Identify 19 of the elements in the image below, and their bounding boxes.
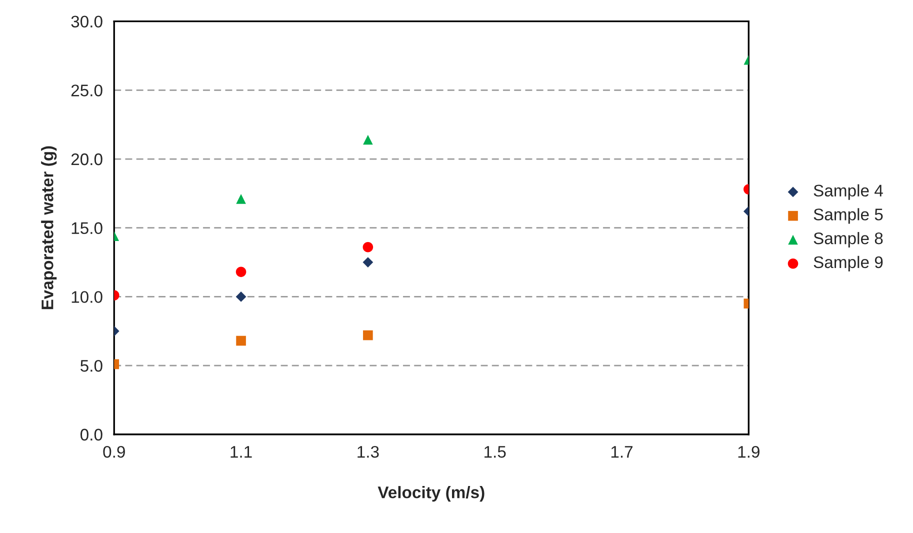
x-tick-label: 1.1 (230, 446, 252, 458)
x-tick-label: 1.5 (484, 446, 506, 458)
legend-label: Sample 5 (814, 208, 883, 224)
x-axis-title: Velocity (m/s) (378, 486, 484, 502)
y-tick-label: 10.0 (72, 291, 102, 303)
x-tick-label: 1.3 (358, 446, 379, 458)
y-tick-label: 25.0 (71, 84, 102, 96)
legend-label: Sample 8 (814, 232, 883, 248)
x-tick-label: 0.9 (103, 446, 125, 458)
legend-label: Sample 9 (814, 256, 883, 272)
legend-label: Sample 4 (814, 184, 883, 200)
x-tick-label: 1.9 (738, 446, 760, 458)
x-tick-label: 1.7 (611, 446, 632, 458)
y-tick-label: 30.0 (71, 16, 102, 28)
y-axis-title: Evaporated water (g) (41, 146, 57, 310)
y-tick-label: 20.0 (71, 153, 102, 166)
y-tick-label: 5.0 (80, 360, 102, 372)
y-tick-label: 0.0 (80, 428, 102, 441)
y-tick-label: 15.0 (72, 222, 102, 234)
